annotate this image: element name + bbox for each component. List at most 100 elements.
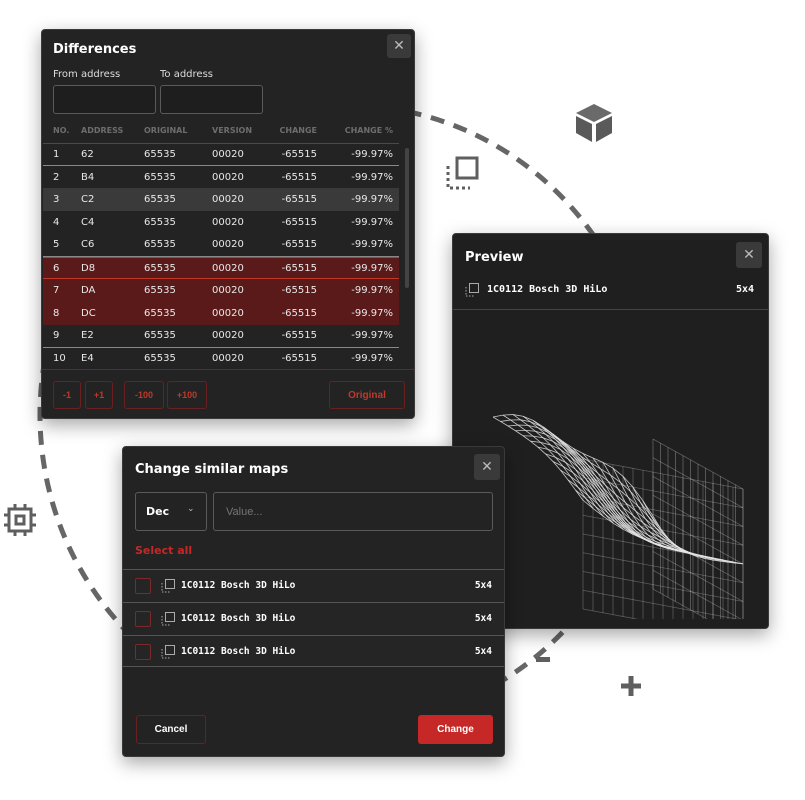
mesh-line [695, 554, 704, 557]
map-list-item[interactable]: 1C0112 Bosch 3D HiLo 5x4 [123, 602, 504, 634]
mesh-line [585, 465, 596, 477]
mesh-line [575, 469, 584, 482]
mesh-line [710, 557, 719, 560]
close-button[interactable]: ✕ [736, 242, 762, 268]
table-row[interactable]: 3 C2 65535 00020 -65515 -99.97% [43, 188, 399, 212]
row-no: 7 [43, 279, 81, 302]
mesh-line [592, 457, 601, 470]
mesh-line [560, 449, 571, 457]
row-change-pct: -99.97% [317, 143, 399, 167]
plus-100-button[interactable]: +100 [167, 381, 207, 409]
select-all-link[interactable]: Select all [135, 544, 193, 557]
row-version: 00020 [212, 233, 272, 257]
plus-1-button[interactable]: +1 [85, 381, 113, 409]
mesh-line [630, 519, 639, 530]
table-row[interactable]: 4 C4 65535 00020 -65515 -99.97% [43, 211, 399, 234]
table-row[interactable]: 2 B4 65535 00020 -65515 -99.97% [43, 166, 399, 189]
table-scrollbar[interactable] [405, 148, 409, 288]
mesh-line [550, 444, 561, 450]
3d-surface-plot[interactable] [473, 329, 753, 619]
mesh-line [735, 562, 744, 565]
cube-icon [576, 104, 612, 142]
mesh-line [530, 440, 539, 448]
mesh-line [590, 492, 601, 503]
cancel-button[interactable]: Cancel [136, 715, 206, 744]
table-row[interactable]: 6 D8 65535 00020 -65515 -99.97% [43, 256, 399, 280]
map-icon [465, 283, 479, 297]
map-checkbox[interactable] [135, 644, 151, 660]
format-select[interactable]: Dec ⌄ [135, 492, 207, 531]
mesh-line [525, 429, 536, 432]
map-checkbox[interactable] [135, 578, 151, 594]
mesh-line [610, 499, 619, 513]
row-change-pct: -99.97% [351, 353, 393, 365]
mesh-line [652, 476, 744, 527]
mesh-line [615, 521, 624, 530]
from-address-input[interactable] [53, 85, 156, 114]
mesh-line [572, 447, 584, 454]
mesh-line [600, 488, 609, 501]
map-list-item[interactable]: 1C0112 Bosch 3D HiLo 5x4 [123, 635, 504, 667]
row-change: -65515 [272, 301, 317, 325]
mesh-line [640, 536, 649, 542]
close-icon: ✕ [393, 38, 405, 54]
mesh-line [585, 465, 594, 477]
mesh-line [627, 521, 636, 531]
mesh-line [645, 518, 654, 530]
to-address-input[interactable] [160, 85, 263, 114]
map-size: 5x4 [474, 580, 492, 591]
mesh-line [565, 462, 576, 470]
row-version: 00020 [212, 216, 244, 228]
close-button[interactable]: ✕ [474, 454, 500, 480]
mesh-line [652, 569, 742, 619]
differences-title: Differences [53, 42, 137, 57]
table-row[interactable]: 9 E2 65535 00020 -65515 -99.97% [43, 324, 399, 348]
mesh-line [562, 441, 571, 449]
table-row[interactable]: 8 DC 65535 00020 -65515 -99.97% [43, 301, 399, 325]
change-button[interactable]: Change [418, 715, 493, 744]
mesh-line [615, 511, 624, 523]
row-address: C6 [81, 233, 144, 257]
mesh-line [635, 510, 644, 523]
mesh-line [552, 441, 561, 450]
mesh-line [645, 518, 656, 528]
mesh-line [535, 430, 546, 435]
mesh-line [657, 539, 666, 546]
mesh-line [570, 456, 581, 467]
minus-100-button[interactable]: -100 [124, 381, 164, 409]
mesh-line [567, 479, 579, 488]
original-button[interactable]: Original [329, 381, 405, 409]
mesh-line [650, 532, 659, 540]
mesh-line [660, 545, 669, 549]
mesh-line [727, 561, 736, 564]
mesh-line [582, 552, 744, 584]
map-size: 5x4 [474, 646, 492, 657]
differences-window: Differences ✕ From address To address NO… [41, 29, 415, 419]
minus-1-button[interactable]: -1 [53, 381, 81, 409]
mesh-line [575, 455, 584, 466]
mesh-line [547, 449, 559, 454]
mesh-line [715, 558, 724, 561]
row-change-pct: -99.97% [317, 256, 399, 280]
close-button[interactable]: ✕ [387, 34, 411, 58]
mesh-line [640, 502, 649, 517]
map-list-item[interactable]: 1C0112 Bosch 3D HiLo 5x4 [123, 569, 504, 601]
row-change-pct: -99.97% [317, 188, 399, 212]
row-change-pct: -99.97% [317, 324, 399, 348]
mesh-line [557, 452, 566, 463]
row-version: 00020 [212, 188, 272, 212]
row-no: 4 [53, 216, 60, 228]
table-row[interactable]: 5 C6 65535 00020 -65515 -99.97% [43, 233, 399, 257]
mesh-line [585, 478, 596, 490]
mesh-line [622, 475, 634, 488]
mesh-line [615, 493, 626, 503]
mesh-line [595, 475, 604, 488]
table-row[interactable]: 10 E4 65535 00020 -65515 -99.97% [43, 347, 399, 370]
table-row[interactable]: 7 DA 65535 00020 -65515 -99.97% [43, 279, 399, 302]
mesh-line [640, 526, 649, 536]
map-checkbox[interactable] [135, 611, 151, 627]
mesh-line [600, 502, 609, 514]
table-row[interactable]: 1 62 65535 00020 -65515 -99.97% [43, 143, 399, 167]
mesh-line [652, 457, 744, 509]
value-input[interactable] [213, 492, 493, 531]
